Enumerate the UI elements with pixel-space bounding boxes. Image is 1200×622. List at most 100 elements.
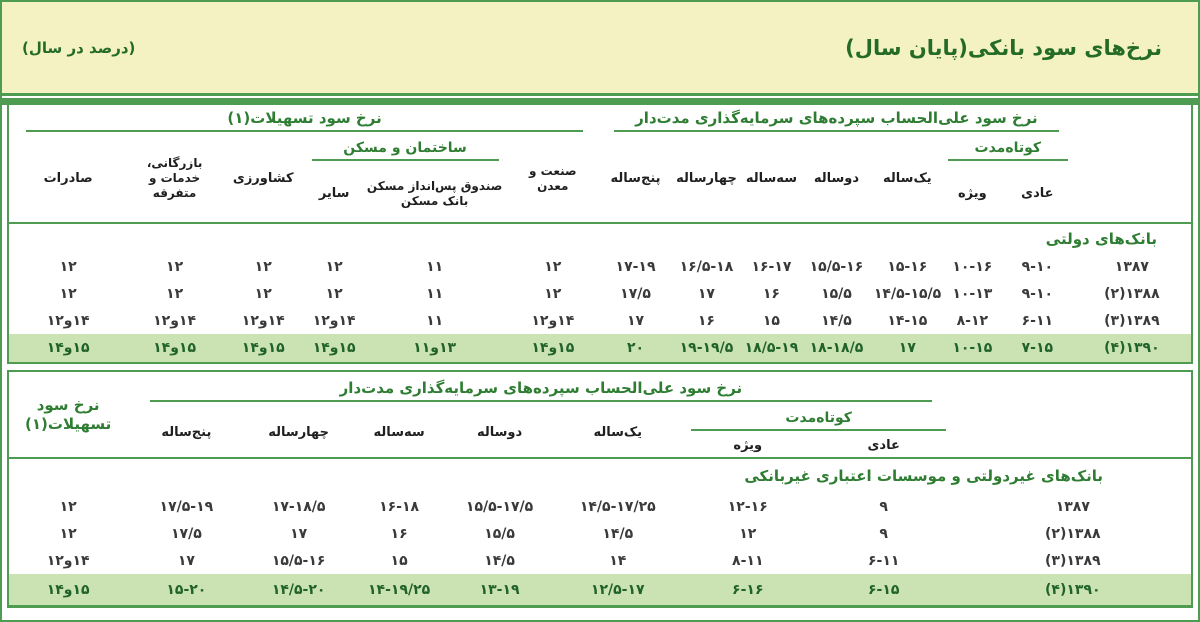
cell-housing-fund: ۱۱ [426,285,444,302]
col-header-two-year: دوساله [446,408,553,459]
cell-ordinary: ۹-۱۰ [1021,285,1054,302]
section-title-private-banks: بانک‌های غیردولتی و موسسات اعتباری غیربا… [744,467,1103,485]
cell-two-year: ۱۵/۵-۱۷/۵ [465,498,534,515]
cell-five-year: ۱۷ [626,312,645,329]
table-row-highlighted: (۴)۱۳۹۰ ۶-۱۵ ۶-۱۶ ۱۲/۵-۱۷ ۱۳-۱۹ ۱۴-۱۹/۲۵… [9,574,1191,605]
cell-two-year: ۱۵/۵-۱۶ [809,258,864,275]
cell-four-year: ۱۴/۵-۲۰ [245,574,352,605]
cell-one-year: ۱۴/۵ [602,525,634,542]
cell-four-year: ۱۶/۵-۱۸ [679,258,734,275]
cell-ordinary: ۶-۱۱ [1021,312,1054,329]
cell-special: ۱۰-۱۶ [952,258,993,275]
cell-other: ۱۲ [325,258,343,275]
cell-three-year: ۱۵ [762,312,780,329]
cell-special: ۸-۱۱ [732,552,764,569]
col-header-housing-fund: صندوق پس‌انداز مسکن بانک مسکن [363,165,506,224]
cell-commerce: ۱۲ [166,285,184,302]
col-header-agriculture: کشاورزی [221,135,305,224]
section-title-state-banks: بانک‌های دولتی [1045,229,1157,248]
col-header-ordinary: عادی [1001,165,1073,224]
cell-industry: ۱۲و۱۴ [531,312,575,329]
col-header-ordinary: عادی [812,433,955,459]
cell-exports: ۱۲ [59,285,77,302]
cell-industry: ۱۲ [544,258,562,275]
cell-ordinary: ۹ [879,525,888,542]
cell-three-year: ۱۶ [390,525,408,542]
col-header-five-year: پنج‌ساله [127,408,246,459]
short-term-group-header: کوتاه‌مدت [943,135,1073,165]
cell-four-year: ۱۷ [697,285,715,302]
cell-five-year: ۱۷/۵ [620,285,651,302]
cell-housing-fund: ۱۱ [426,258,444,275]
year-column-header [1072,105,1191,224]
cell-four-year: ۱۶ [697,312,715,329]
cell-ordinary: ۶-۱۵ [812,574,955,605]
col-header-four-year: چهارساله [670,135,742,224]
cell-five-year: ۱۷/۵-۱۹ [159,498,214,515]
cell-agriculture: ۱۲و۱۴ [241,312,285,329]
cell-facilities: ۱۴و۱۵ [9,574,128,605]
cell-four-year: ۱۵/۵-۱۶ [271,552,326,569]
cell-three-year: ۱۵ [390,552,408,569]
cell-two-year: ۱۸-۱۸/۵ [800,334,872,362]
col-header-exports: صادرات [9,135,128,224]
private-banks-table: نرخ سود علی‌الحساب سپرده‌های سرمایه‌گذار… [9,372,1191,605]
cell-agriculture: ۱۴و۱۵ [221,334,305,362]
cell-ordinary: ۷-۱۵ [1001,334,1073,362]
col-header-three-year: سه‌ساله [351,408,447,459]
col-header-industry: صنعت و معدن [505,135,601,224]
col-header-commerce: بازرگانی، خدمات و متفرقه [127,135,222,224]
cell-facilities: ۱۲ [59,525,77,542]
deposits-group-header: نرخ سود علی‌الحساب سپرده‌های سرمایه‌گذار… [600,105,1073,135]
table-row: ۱۳۸۷ ۹-۱۰ ۱۰-۱۶ ۱۵-۱۶ ۱۵/۵-۱۶ ۱۶-۱۷ ۱۶/۵… [9,253,1191,280]
short-term-group-header: کوتاه‌مدت [683,408,955,433]
facilities-column-header: نرخ سود تسهیلات(۱) [9,372,128,459]
col-header-one-year: یک‌ساله [552,408,683,459]
col-header-four-year: چهارساله [245,408,352,459]
cell-agriculture: ۱۲ [254,258,272,275]
table-row: (۲)۱۳۸۸ ۹ ۱۲ ۱۴/۵ ۱۵/۵ ۱۶ ۱۷ ۱۷/۵ ۱۲ [9,520,1191,547]
cell-one-year: ۱۲/۵-۱۷ [552,574,683,605]
deposits-group-header: نرخ سود علی‌الحساب سپرده‌های سرمایه‌گذار… [127,372,954,408]
cell-four-year: ۱۷-۱۸/۵ [271,498,326,515]
col-header-other: سایر [304,165,364,224]
cell-one-year: ۱۴/۵-۱۷/۲۵ [579,498,656,515]
cell-two-year: ۱۳-۱۹ [446,574,553,605]
cell-facilities: ۱۲و۱۴ [46,552,90,569]
table-row-highlighted: (۴)۱۳۹۰ ۷-۱۵ ۱۰-۱۵ ۱۷ ۱۸-۱۸/۵ ۱۸/۵-۱۹ ۱۹… [9,334,1191,362]
cell-two-year: ۱۵/۵ [821,285,852,302]
cell-commerce: ۱۲ [166,258,184,275]
table-row: ۱۳۸۷ ۹ ۱۲-۱۶ ۱۴/۵-۱۷/۲۵ ۱۵/۵-۱۷/۵ ۱۶-۱۸ … [9,493,1191,520]
facilities-group-header: نرخ سود تسهیلات(۱) [9,105,600,135]
cell-commerce: ۱۲و۱۴ [153,312,197,329]
cell-one-year: ۱۴-۱۵ [887,312,928,329]
col-header-special: ویژه [682,433,813,459]
cell-exports: ۱۲ [59,258,77,275]
col-header-three-year: سه‌ساله [741,135,801,224]
cell-four-year: ۱۷ [290,525,308,542]
cell-five-year: ۲۰ [600,334,671,362]
cell-five-year: ۱۷ [177,552,195,569]
cell-year: (۲)۱۳۸۸ [1104,285,1160,302]
cell-housing-fund: ۱۱و۱۳ [363,334,506,362]
cell-year: (۲)۱۳۸۸ [1045,525,1101,542]
cell-ordinary: ۹ [879,498,888,515]
cell-year: (۳)۱۳۸۹ [1104,312,1160,329]
cell-one-year: ۱۵-۱۶ [887,258,928,275]
unit-note: (درصد در سال) [22,38,136,57]
cell-exports: ۱۲و۱۴ [46,312,90,329]
cell-special: ۱۲ [739,525,757,542]
cell-two-year: ۱۴/۵ [821,312,852,329]
cell-one-year: ۱۷ [871,334,943,362]
divider-band [2,98,1198,105]
cell-three-year: ۱۶-۱۸ [379,498,420,515]
table-row: (۳)۱۳۸۹ ۶-۱۱ ۸-۱۲ ۱۴-۱۵ ۱۴/۵ ۱۵ ۱۶ ۱۷ ۱۲… [9,307,1191,334]
table-row: (۳)۱۳۸۹ ۶-۱۱ ۸-۱۱ ۱۴ ۱۴/۵ ۱۵ ۱۵/۵-۱۶ ۱۷ … [9,547,1191,574]
cell-industry: ۱۲ [544,285,562,302]
col-header-one-year: یک‌ساله [871,135,943,224]
title-bar: نرخ‌های سود بانکی(پایان سال) (درصد در سا… [2,2,1198,96]
cell-housing-fund: ۱۱ [426,312,444,329]
cell-year: ۱۳۸۷ [1114,258,1149,275]
cell-three-year: ۱۶-۱۷ [751,258,792,275]
cell-one-year: ۱۴/۵-۱۵/۵ [873,285,942,302]
